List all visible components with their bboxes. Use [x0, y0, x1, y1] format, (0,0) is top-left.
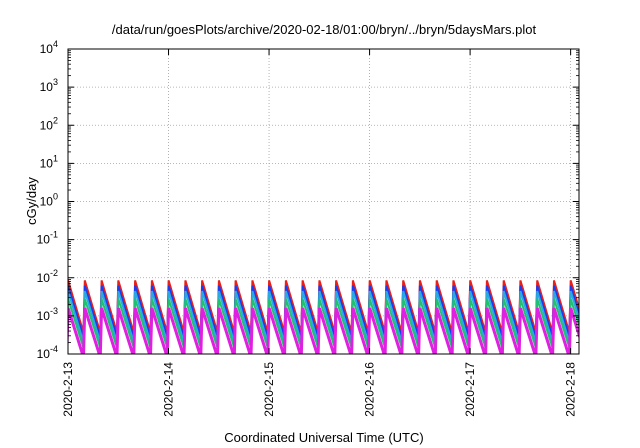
x-tick-label: 2020-2-18	[564, 362, 578, 417]
x-tick-labels: 2020-2-13 2020-2-14 2020-2-15 2020-2-16 2020…	[61, 362, 578, 417]
y-tick-exponent: -3	[50, 306, 58, 316]
y-tick-exponent: -2	[50, 268, 58, 278]
y-tick-label: 102	[40, 115, 58, 132]
y-tick-label: 10-4	[37, 344, 58, 361]
y-tick-label: 10-1	[37, 230, 58, 247]
y-tick-base: 10	[37, 233, 51, 247]
x-tick-label: 2020-2-16	[363, 362, 377, 417]
x-axis-label: Coordinated Universal Time (UTC)	[224, 430, 423, 445]
y-tick-exponent: -1	[50, 230, 58, 240]
tick-marks	[67, 48, 579, 355]
series-line-2	[68, 285, 579, 337]
y-tick-base: 10	[40, 118, 54, 132]
series-line-1	[68, 280, 579, 332]
y-tick-base: 10	[40, 195, 54, 209]
y-tick-label: 104	[40, 39, 58, 56]
x-tick-label: 2020-2-13	[61, 362, 75, 417]
series-layer	[68, 280, 579, 354]
series-line-5	[68, 307, 579, 354]
grid-lines	[67, 49, 579, 354]
y-tick-base: 10	[40, 156, 54, 170]
series-line-3	[68, 290, 579, 342]
x-tick-label: 2020-2-15	[262, 362, 276, 417]
series-line-4	[68, 298, 579, 348]
y-tick-exponent: 2	[53, 115, 58, 125]
y-tick-exponent: 4	[53, 39, 58, 49]
y-tick-label: 101	[40, 153, 58, 170]
y-axis-label: cGy/day	[24, 177, 39, 225]
y-tick-exponent: 1	[53, 153, 58, 163]
y-tick-exponent: 3	[53, 77, 58, 87]
y-tick-base: 10	[40, 42, 54, 56]
y-tick-base: 10	[37, 347, 51, 361]
y-tick-base: 10	[37, 271, 51, 285]
y-tick-base: 10	[40, 80, 54, 94]
y-tick-exponent: 0	[53, 192, 58, 202]
chart-title: /data/run/goesPlots/archive/2020-02-18/0…	[112, 22, 537, 37]
y-tick-label: 100	[40, 192, 58, 209]
y-tick-label: 10-2	[37, 268, 58, 285]
x-tick-label: 2020-2-17	[463, 362, 477, 417]
y-tick-label: 103	[40, 77, 58, 94]
y-tick-base: 10	[37, 309, 51, 323]
y-tick-label: 10-3	[37, 306, 58, 323]
y-tick-exponent: -4	[50, 344, 58, 354]
x-tick-label: 2020-2-14	[162, 362, 176, 417]
